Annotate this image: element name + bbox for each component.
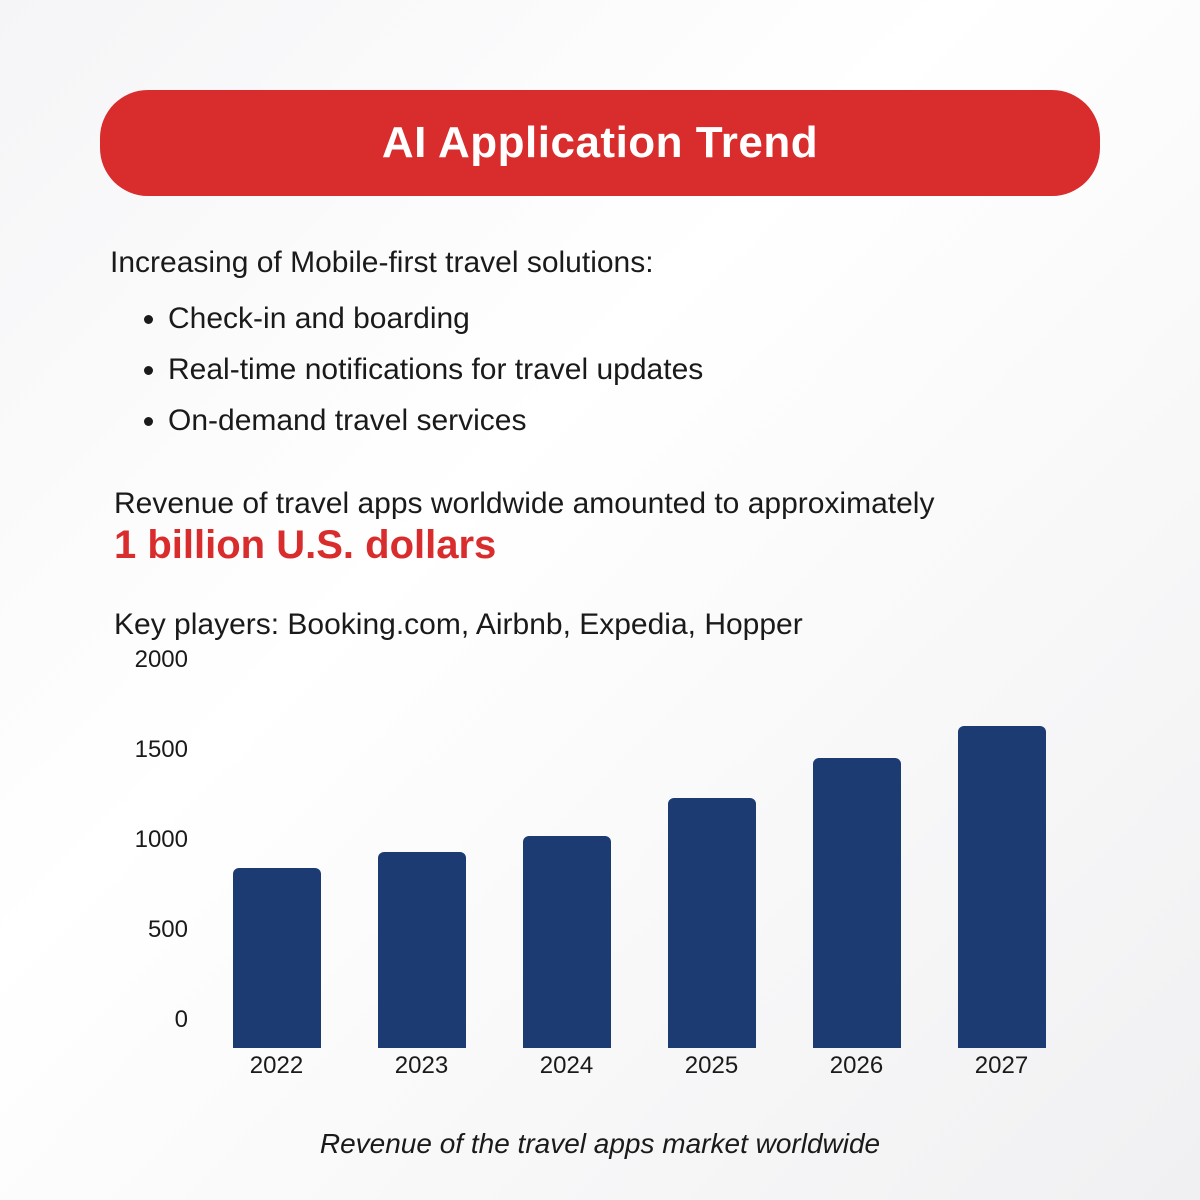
x-tick-label: 2022 — [233, 1052, 321, 1088]
x-tick-label: 2025 — [668, 1052, 756, 1088]
chart-bar — [378, 852, 466, 1048]
revenue-text: Revenue of travel apps worldwide amounte… — [114, 487, 1100, 521]
x-tick-label: 2026 — [813, 1052, 901, 1088]
x-tick-label: 2023 — [378, 1052, 466, 1088]
chart-plot-area — [204, 688, 1074, 1048]
y-tick-label: 1000 — [135, 826, 194, 854]
key-players: Key players: Booking.com, Airbnb, Expedi… — [114, 608, 1100, 642]
bullet-item: Real-time notifications for travel updat… — [168, 347, 1100, 392]
x-tick-label: 2024 — [523, 1052, 611, 1088]
revenue-highlight: 1 billion U.S. dollars — [114, 523, 1100, 568]
chart-bar — [233, 868, 321, 1048]
chart-caption: Revenue of the travel apps market worldw… — [100, 1128, 1100, 1160]
chart-bar — [523, 836, 611, 1048]
subtitle: Increasing of Mobile-first travel soluti… — [110, 246, 1100, 280]
bullet-list: Check-in and boarding Real-time notifica… — [168, 296, 1100, 443]
chart-y-axis: 0500100015002000 — [114, 688, 194, 1048]
revenue-chart: 0500100015002000 20222023202420252026202… — [114, 688, 1074, 1088]
bullet-item: Check-in and boarding — [168, 296, 1100, 341]
chart-x-axis: 2022 2023 2024 2025 2026 2027 — [204, 1052, 1074, 1088]
chart-bar — [958, 726, 1046, 1048]
chart-bar — [813, 758, 901, 1048]
bullet-item: On-demand travel services — [168, 398, 1100, 443]
title-text: AI Application Trend — [140, 118, 1060, 168]
infographic-container: AI Application Trend Increasing of Mobil… — [0, 0, 1200, 1200]
y-tick-label: 500 — [148, 916, 194, 944]
title-banner: AI Application Trend — [100, 90, 1100, 196]
x-tick-label: 2027 — [958, 1052, 1046, 1088]
y-tick-label: 1500 — [135, 736, 194, 764]
chart-bar — [668, 798, 756, 1048]
y-tick-label: 2000 — [135, 646, 194, 674]
y-tick-label: 0 — [175, 1006, 194, 1034]
